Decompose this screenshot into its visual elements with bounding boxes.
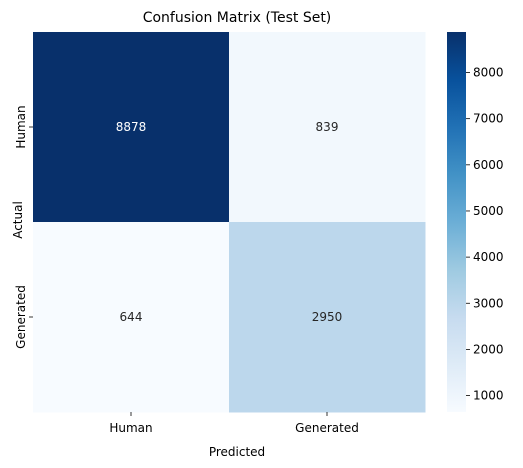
y-axis: Human Generated: [14, 105, 33, 349]
y-tick-label: Human: [14, 105, 28, 148]
colorbar-tick-label: 6000: [473, 158, 504, 172]
chart-title: Confusion Matrix (Test Set): [143, 10, 332, 26]
cell-value-label: 644: [120, 310, 143, 324]
colorbar: [447, 32, 466, 412]
heatmap-cell: [33, 222, 230, 413]
heatmap-cell: [229, 32, 426, 223]
colorbar-tick-label: 8000: [473, 66, 504, 80]
y-axis-label: Actual: [11, 201, 25, 239]
heatmap-cell: [33, 32, 230, 223]
y-tick-label: Generated: [14, 285, 28, 349]
cell-value-label: 2950: [312, 310, 343, 324]
x-tick-label: Human: [109, 421, 152, 435]
colorbar-tick-label: 7000: [473, 112, 504, 126]
cell-value-label: 839: [316, 120, 339, 134]
colorbar-tick-label: 2000: [473, 342, 504, 356]
heatmap-cells: [33, 32, 426, 413]
colorbar-tick-label: 5000: [473, 204, 504, 218]
colorbar-tick-label: 4000: [473, 250, 504, 264]
colorbar-ticks: 1000 2000 3000 4000 5000 6000 7000 8000: [466, 66, 504, 403]
heatmap-cell-labels: 8878 839 644 2950: [116, 120, 343, 324]
x-tick-label: Generated: [295, 421, 359, 435]
heatmap-cell: [229, 222, 426, 413]
x-axis-label: Predicted: [209, 445, 265, 459]
colorbar-tick-label: 3000: [473, 296, 504, 310]
x-axis: Human Generated: [109, 412, 359, 435]
colorbar-tick-label: 1000: [473, 389, 504, 403]
cell-value-label: 8878: [116, 120, 147, 134]
